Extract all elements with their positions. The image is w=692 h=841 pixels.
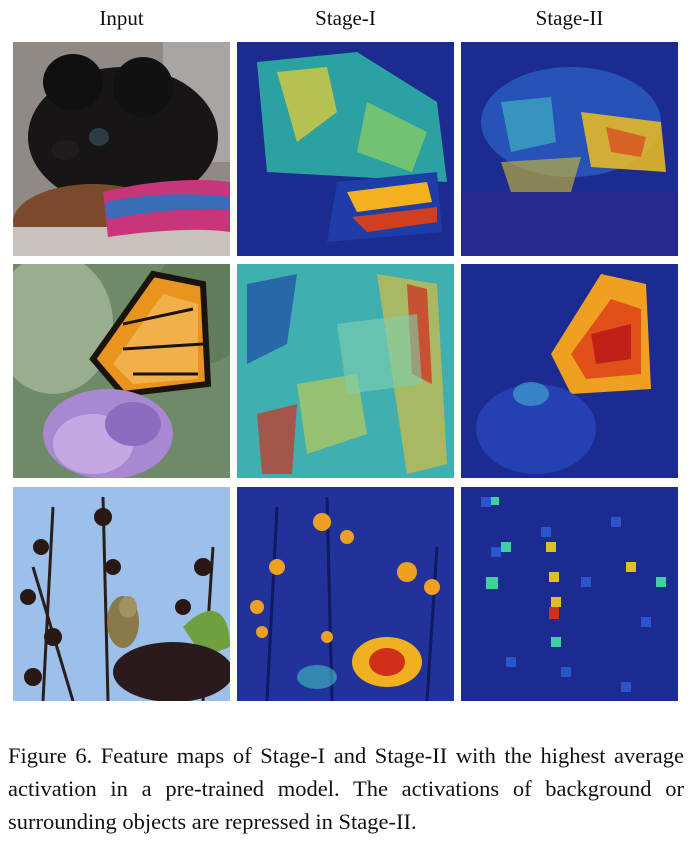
stage-2-feature-map-bird bbox=[461, 487, 678, 701]
column-header-stage-2: Stage-II bbox=[535, 6, 604, 30]
stage-2-feature-map-butterfly bbox=[461, 264, 678, 478]
input-image-butterfly bbox=[13, 264, 230, 478]
column-header-input: Input bbox=[99, 6, 144, 30]
input-image-puppy bbox=[13, 42, 230, 256]
column-header-stage-1: Stage-I bbox=[315, 6, 376, 30]
stage-1-feature-map-bird bbox=[237, 487, 454, 701]
input-image-bird bbox=[13, 487, 230, 701]
stage-2-feature-map-puppy bbox=[461, 42, 678, 256]
stage-1-feature-map-butterfly bbox=[237, 264, 454, 478]
figure-caption: Figure 6. Feature maps of Stage-I and St… bbox=[8, 743, 684, 834]
stage-1-feature-map-puppy bbox=[237, 42, 454, 256]
